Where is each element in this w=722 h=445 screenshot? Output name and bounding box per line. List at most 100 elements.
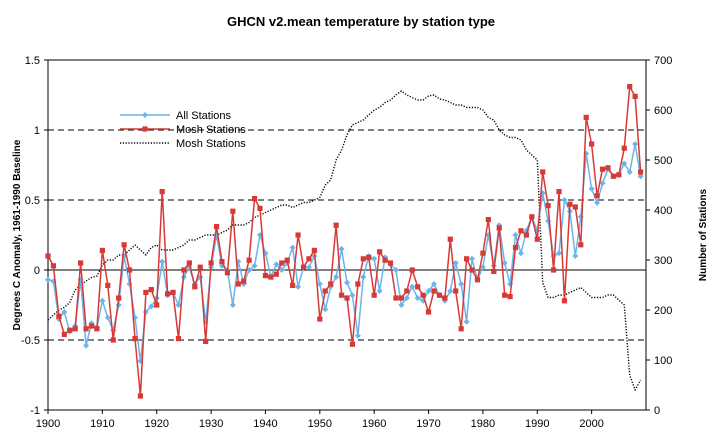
series-0-point-80: [479, 264, 486, 271]
series-1-point-104: [610, 173, 616, 179]
series-1-point-18: [143, 289, 149, 295]
series-1-point-35: [235, 281, 241, 287]
y2-tick-6: 100: [654, 355, 672, 367]
series-1-point-82: [491, 268, 497, 274]
series-1-point-102: [599, 166, 606, 172]
x-tick-3: 1930: [199, 418, 223, 430]
series-1-point-48: [306, 256, 312, 262]
series-1-point-99: [583, 114, 589, 120]
series-1-point-60: [371, 292, 377, 298]
series-0-point-0: [45, 276, 51, 283]
series-1-point-67: [409, 267, 415, 273]
series-0-point-71: [430, 281, 437, 287]
y2-tick-0: 700: [654, 55, 672, 67]
series-1-point-20: [154, 302, 160, 308]
series-1-point-84: [502, 292, 508, 298]
x-tick-8: 1980: [471, 418, 495, 430]
series-1-point-96: [567, 201, 573, 207]
series-1-point-39: [257, 205, 263, 211]
series-1-point-79: [474, 277, 481, 283]
series-0-point-38: [251, 262, 258, 269]
series-1-point-46: [295, 232, 301, 238]
series-0-point-10: [99, 297, 106, 304]
chart-title: GHCN v2.mean temperature by station type: [227, 14, 495, 29]
x-tick-6: 1960: [362, 418, 386, 430]
series-0-point-53: [333, 274, 340, 280]
series-1-point-26: [186, 260, 192, 266]
series-1-point-2: [56, 313, 62, 319]
series-1-point-42: [273, 271, 279, 277]
y2-axis-label: Number of Stations: [698, 188, 709, 281]
legend-label-0: All Stations: [176, 110, 232, 122]
x-tick-1: 1910: [90, 418, 114, 430]
series-0-point-57: [354, 332, 361, 339]
series-0-point-60: [371, 255, 378, 262]
series-1-point-61: [377, 249, 383, 255]
series-1-point-107: [627, 84, 633, 90]
series-0-point-76: [458, 281, 465, 287]
series-1-point-95: [561, 298, 568, 304]
series-1-point-59: [366, 254, 372, 260]
y-axis-label: Degrees C Anomaly, 1961-1990 Baseline: [12, 139, 23, 330]
series-1-point-53: [333, 222, 339, 228]
series-0-point-65: [398, 302, 405, 308]
series-1-point-32: [219, 259, 225, 265]
series-1-point-47: [300, 264, 307, 270]
x-tick-10: 2000: [579, 418, 603, 430]
series-1-point-106: [621, 145, 627, 151]
series-1-point-74: [447, 236, 453, 242]
y-tick-4: -0.5: [21, 335, 40, 347]
series-0-point-100: [588, 185, 595, 192]
series-1-point-40: [262, 273, 269, 279]
series-1-point-97: [572, 204, 578, 210]
series-1-point-100: [589, 141, 595, 147]
series-1-point-91: [540, 169, 546, 175]
series-0-point-42: [273, 261, 280, 268]
y-tick-5: -1: [30, 405, 40, 417]
series-0-point-7: [83, 342, 90, 349]
series-1-point-15: [126, 267, 133, 273]
series-1-point-83: [496, 225, 502, 231]
legend-label-2: Mosh Stations: [176, 138, 246, 150]
series-1-point-0: [45, 253, 51, 259]
series-1-point-1: [50, 263, 57, 269]
x-tick-9: 1990: [525, 418, 549, 430]
series-0-point-109: [637, 173, 644, 180]
series-0-point-54: [338, 246, 345, 252]
series-1-point-54: [338, 292, 345, 298]
series-0-point-50: [316, 281, 323, 287]
x-tick-0: 1900: [36, 418, 60, 430]
series-0-point-101: [594, 199, 601, 206]
series-1-point-103: [605, 165, 611, 171]
series-1-point-73: [442, 295, 448, 301]
series-0-point-74: [447, 288, 454, 294]
series-0-point-98: [577, 213, 584, 220]
series-0-point-43: [278, 267, 285, 273]
series-0-point-66: [403, 295, 410, 301]
series-1-point-78: [469, 267, 475, 273]
series-1-point-57: [355, 281, 361, 287]
series-1-point-108: [632, 93, 638, 99]
series-1-point-6: [78, 260, 84, 266]
series-1-point-62: [382, 257, 388, 263]
series-1-point-25: [181, 267, 187, 273]
series-1-point-4: [67, 327, 73, 333]
series-1-point-29: [203, 338, 209, 344]
plot-area: [47, 59, 647, 411]
series-1-point-23: [170, 289, 176, 295]
series-1-point-10: [99, 247, 105, 253]
y-tick-2: 0.5: [25, 195, 40, 207]
series-0-point-107: [626, 169, 633, 175]
series-0-point-67: [409, 283, 416, 290]
series-1-point-19: [148, 287, 154, 293]
series-1-point-68: [415, 284, 421, 290]
series-1-point-16: [132, 336, 138, 342]
y2-tick-7: 0: [654, 405, 660, 417]
series-0-point-11: [104, 314, 111, 321]
series-0-point-3: [61, 309, 68, 315]
series-1-point-27: [192, 284, 198, 290]
series-1-point-92: [545, 203, 551, 209]
series-1-point-94: [556, 189, 562, 195]
series-1-point-43: [279, 260, 285, 266]
